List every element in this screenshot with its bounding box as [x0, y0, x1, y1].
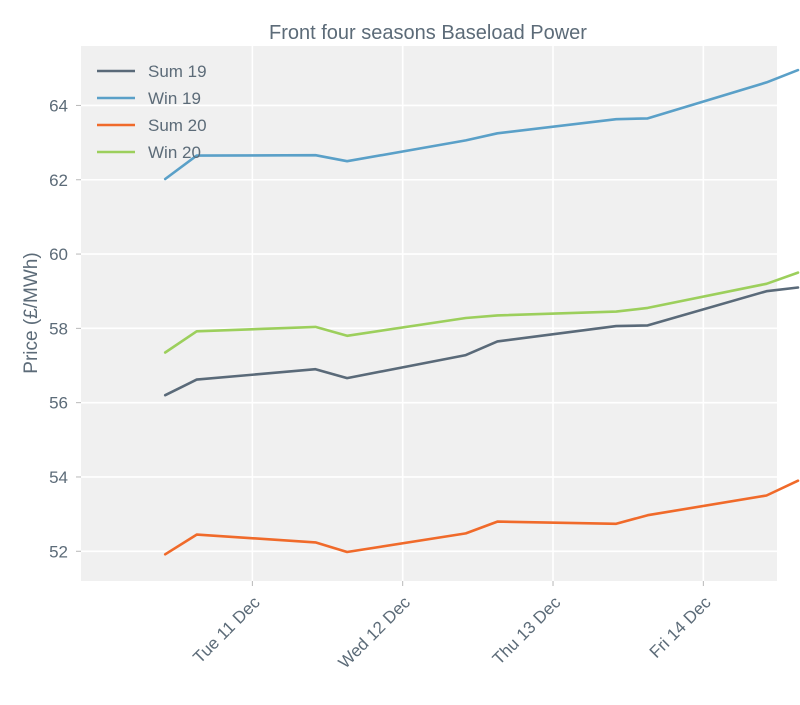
- y-tick-label: 56: [49, 394, 68, 413]
- x-tick-label: Fri 14 Dec: [646, 593, 715, 662]
- y-tick-label: 62: [49, 171, 68, 190]
- series-line-sum-19: [163, 286, 800, 397]
- x-tick-label: Wed 12 Dec: [335, 593, 415, 673]
- x-axis: Tue 11 Dec Wed 12 Dec Thu 13 Dec Fri 14 Dec: [189, 581, 715, 672]
- x-tick-label: Thu 13 Dec: [489, 593, 565, 669]
- legend: Sum 19 Win 19 Sum 20 Win 20: [97, 62, 207, 162]
- series-line-win-20: [163, 271, 800, 354]
- legend-label-sum-19: Sum 19: [148, 62, 207, 81]
- chart-title: Front four seasons Baseload Power: [269, 22, 587, 44]
- series-line-sum-20: [163, 479, 800, 556]
- y-tick-label: 60: [49, 245, 68, 264]
- legend-label-win-20: Win 20: [148, 143, 201, 162]
- legend-label-win-19: Win 19: [148, 89, 201, 108]
- y-tick-label: 64: [49, 96, 68, 115]
- y-axis-label: Price (£/MWh): [21, 252, 42, 373]
- legend-label-sum-20: Sum 20: [148, 116, 207, 135]
- y-tick-label: 52: [49, 542, 68, 561]
- series-line-win-19: [163, 68, 800, 181]
- series-lines: [163, 68, 800, 556]
- y-tick-label: 58: [49, 319, 68, 338]
- x-tick-label: Tue 11 Dec: [189, 593, 264, 668]
- plot-area: [81, 46, 777, 581]
- y-tick-label: 54: [49, 468, 68, 487]
- y-axis: 52 54 56 58 60 62 64: [49, 96, 81, 561]
